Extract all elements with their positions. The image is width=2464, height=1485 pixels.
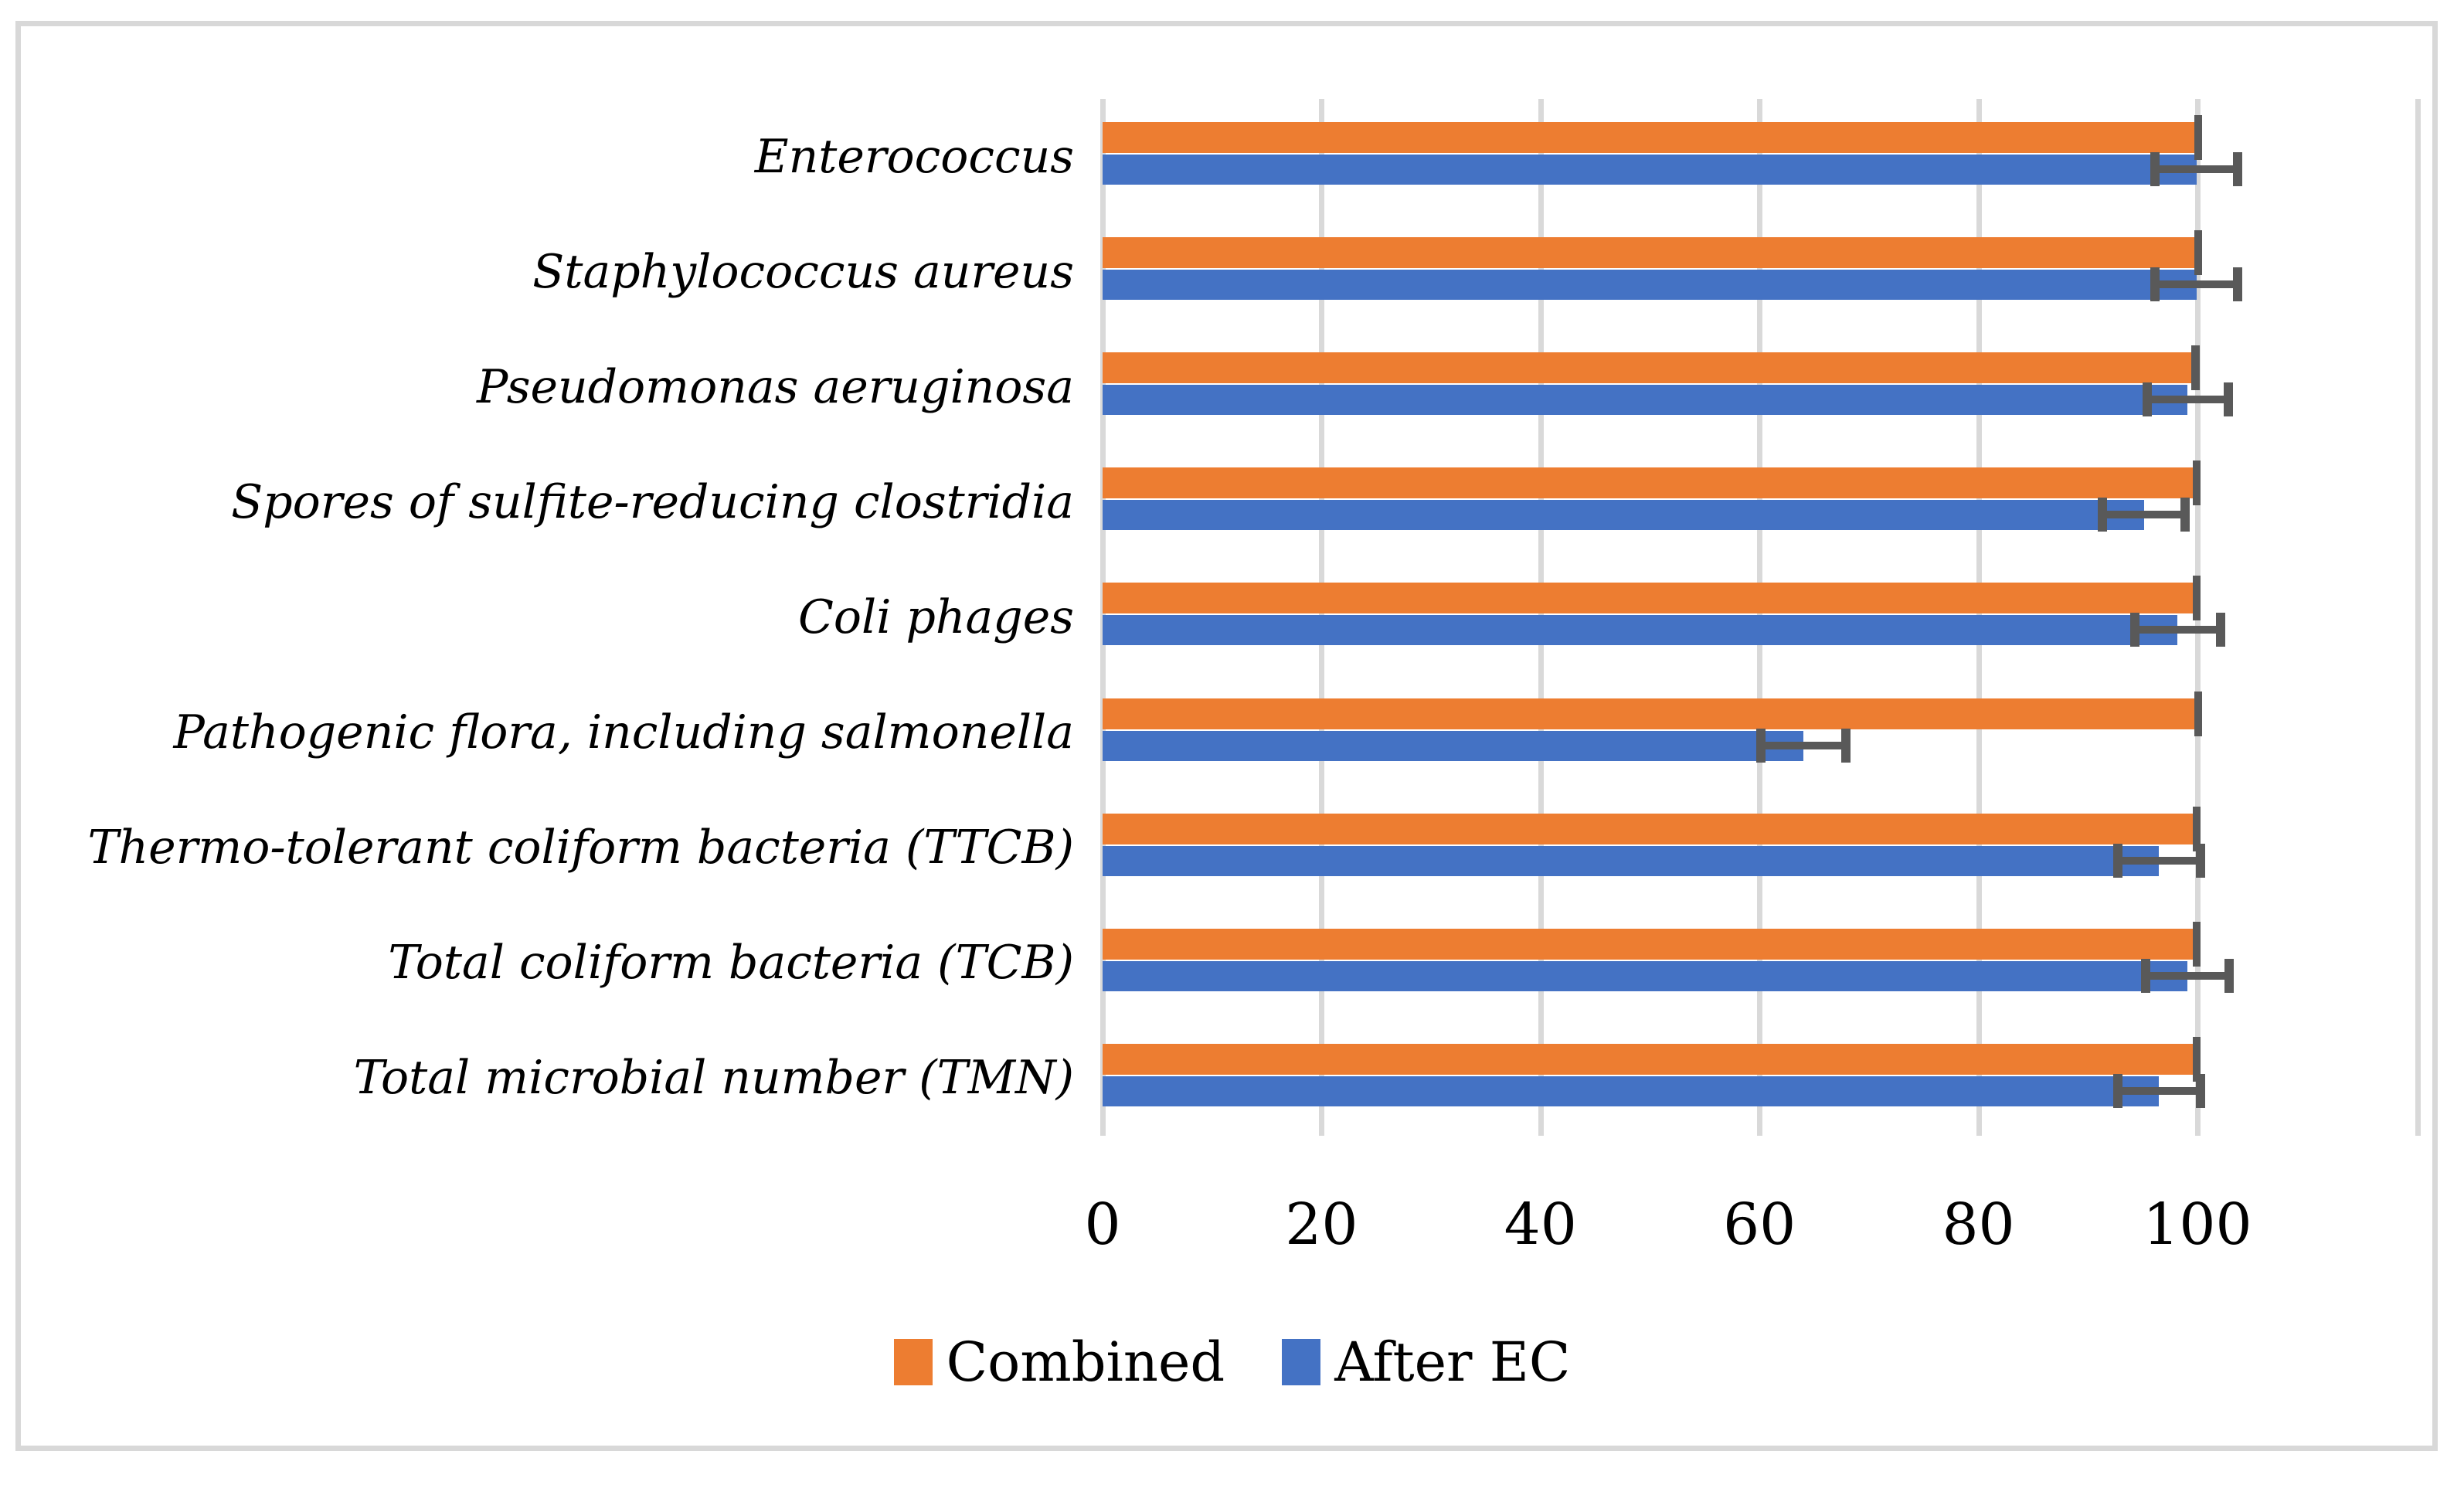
bar-after-ec bbox=[1103, 155, 2197, 185]
legend-item-after-ec: After EC bbox=[1282, 1335, 1570, 1389]
error-bar-after-ec-cap-left bbox=[2150, 152, 2160, 186]
category-label: Total coliform bacteria (TCB) bbox=[388, 936, 1074, 991]
x-axis-tick-label: 40 bbox=[1504, 1191, 1577, 1258]
bar-after-ec bbox=[1103, 500, 2144, 531]
error-bar-after-ec-line bbox=[2154, 280, 2238, 289]
bar-after-ec bbox=[1103, 270, 2197, 301]
bar-combined bbox=[1103, 698, 2197, 729]
error-bar-after-ec-line bbox=[2146, 396, 2228, 404]
x-axis-tick-label: 100 bbox=[2143, 1191, 2252, 1258]
category-row: Pseudomonas aeruginosa bbox=[0, 329, 2464, 444]
category-label: Thermo-tolerant coliform bacteria (TTCB) bbox=[87, 821, 1074, 875]
error-bar-combined bbox=[2193, 806, 2201, 851]
error-bar-after-ec-cap-right bbox=[2224, 958, 2235, 993]
category-row: Coli phages bbox=[0, 559, 2464, 675]
bar-combined bbox=[1103, 1043, 2196, 1075]
error-bar-after-ec-cap-left bbox=[2130, 613, 2140, 647]
bar-after-ec bbox=[1103, 615, 2178, 646]
error-bar-after-ec-cap-left bbox=[2112, 843, 2122, 878]
error-bar-after-ec-cap-left bbox=[2141, 958, 2151, 993]
bar-after-ec bbox=[1103, 960, 2188, 991]
category-label: Pseudomonas aeruginosa bbox=[476, 359, 1074, 414]
category-row: Enterococcus bbox=[0, 99, 2464, 214]
category-label: Spores of sulfite-reducing clostridia bbox=[231, 474, 1074, 529]
x-axis-tick-label: 20 bbox=[1285, 1191, 1358, 1258]
error-bar-combined bbox=[2193, 921, 2201, 967]
error-bar-combined bbox=[2194, 691, 2202, 736]
bar-combined bbox=[1103, 352, 2194, 384]
category-label: Total microbial number (TMN) bbox=[353, 1051, 1074, 1106]
bar-after-ec bbox=[1103, 385, 2188, 416]
error-bar-after-ec-cap-left bbox=[2112, 1073, 2122, 1108]
plot-right-border bbox=[2415, 99, 2421, 1136]
error-bar-after-ec-cap-right bbox=[2196, 1073, 2206, 1108]
x-axis-tick-label: 0 bbox=[1084, 1191, 1121, 1258]
category-row: Total microbial number (TMN) bbox=[0, 1021, 2464, 1136]
category-row: Thermo-tolerant coliform bacteria (TTCB) bbox=[0, 790, 2464, 906]
bar-combined bbox=[1103, 813, 2196, 844]
legend-swatch-after-ec bbox=[1282, 1339, 1321, 1385]
error-bar-after-ec-cap-right bbox=[1841, 728, 1851, 763]
category-row: Pathogenic flora, including salmonella bbox=[0, 675, 2464, 790]
legend-label-combined: Combined bbox=[946, 1330, 1225, 1394]
legend-item-combined: Combined bbox=[893, 1330, 1225, 1394]
bar-after-ec bbox=[1103, 845, 2160, 876]
error-bar-combined bbox=[2193, 460, 2201, 506]
error-bar-combined bbox=[2193, 576, 2201, 621]
error-bar-after-ec-cap-right bbox=[2233, 267, 2243, 302]
legend: Combined After EC bbox=[0, 1335, 2464, 1389]
error-bar-combined bbox=[2194, 115, 2202, 160]
error-bar-after-ec-cap-left bbox=[2142, 382, 2152, 417]
bar-after-ec bbox=[1103, 1076, 2160, 1106]
error-bar-after-ec-line bbox=[2117, 1086, 2201, 1095]
category-row: Staphylococcus aureus bbox=[0, 214, 2464, 329]
x-axis-tick-label: 80 bbox=[1942, 1191, 2015, 1258]
bar-combined bbox=[1103, 122, 2197, 153]
error-bar-combined bbox=[2194, 230, 2202, 276]
error-bar-combined bbox=[2193, 1036, 2201, 1082]
error-bar-after-ec-line bbox=[2102, 511, 2186, 519]
error-bar-after-ec-cap-left bbox=[1755, 728, 1766, 763]
error-bar-after-ec-line bbox=[2135, 626, 2221, 634]
category-label: Coli phages bbox=[797, 590, 1074, 644]
error-bar-after-ec-cap-right bbox=[2196, 843, 2206, 878]
error-bar-after-ec-line bbox=[1760, 741, 1847, 749]
x-axis: 0 20 40 60 80 100 bbox=[0, 1196, 2464, 1266]
error-bar-combined bbox=[2191, 345, 2201, 391]
legend-label-after-ec: After EC bbox=[1334, 1330, 1571, 1394]
x-axis-tick-label: 60 bbox=[1723, 1191, 1796, 1258]
error-bar-after-ec-cap-right bbox=[2233, 152, 2243, 186]
category-label: Enterococcus bbox=[754, 129, 1074, 184]
category-row: Total coliform bacteria (TCB) bbox=[0, 906, 2464, 1021]
error-bar-after-ec-line bbox=[2154, 165, 2238, 173]
error-bar-after-ec-cap-left bbox=[2097, 498, 2107, 532]
bar-combined bbox=[1103, 467, 2196, 499]
bar-combined bbox=[1103, 583, 2196, 614]
category-label: Pathogenic flora, including salmonella bbox=[173, 705, 1074, 760]
legend-swatch-combined bbox=[893, 1339, 933, 1385]
bar-combined bbox=[1103, 237, 2197, 269]
error-bar-after-ec-cap-right bbox=[2215, 613, 2225, 647]
error-bar-after-ec-cap-left bbox=[2150, 267, 2160, 302]
category-label: Staphylococcus aureus bbox=[532, 244, 1074, 299]
bar-combined bbox=[1103, 928, 2196, 960]
category-row: Spores of sulfite-reducing clostridia bbox=[0, 444, 2464, 559]
error-bar-after-ec-cap-right bbox=[2180, 498, 2190, 532]
error-bar-after-ec-cap-right bbox=[2223, 382, 2233, 417]
bar-after-ec bbox=[1103, 730, 1803, 761]
error-bar-after-ec-line bbox=[2146, 971, 2230, 980]
error-bar-after-ec-line bbox=[2117, 856, 2201, 865]
